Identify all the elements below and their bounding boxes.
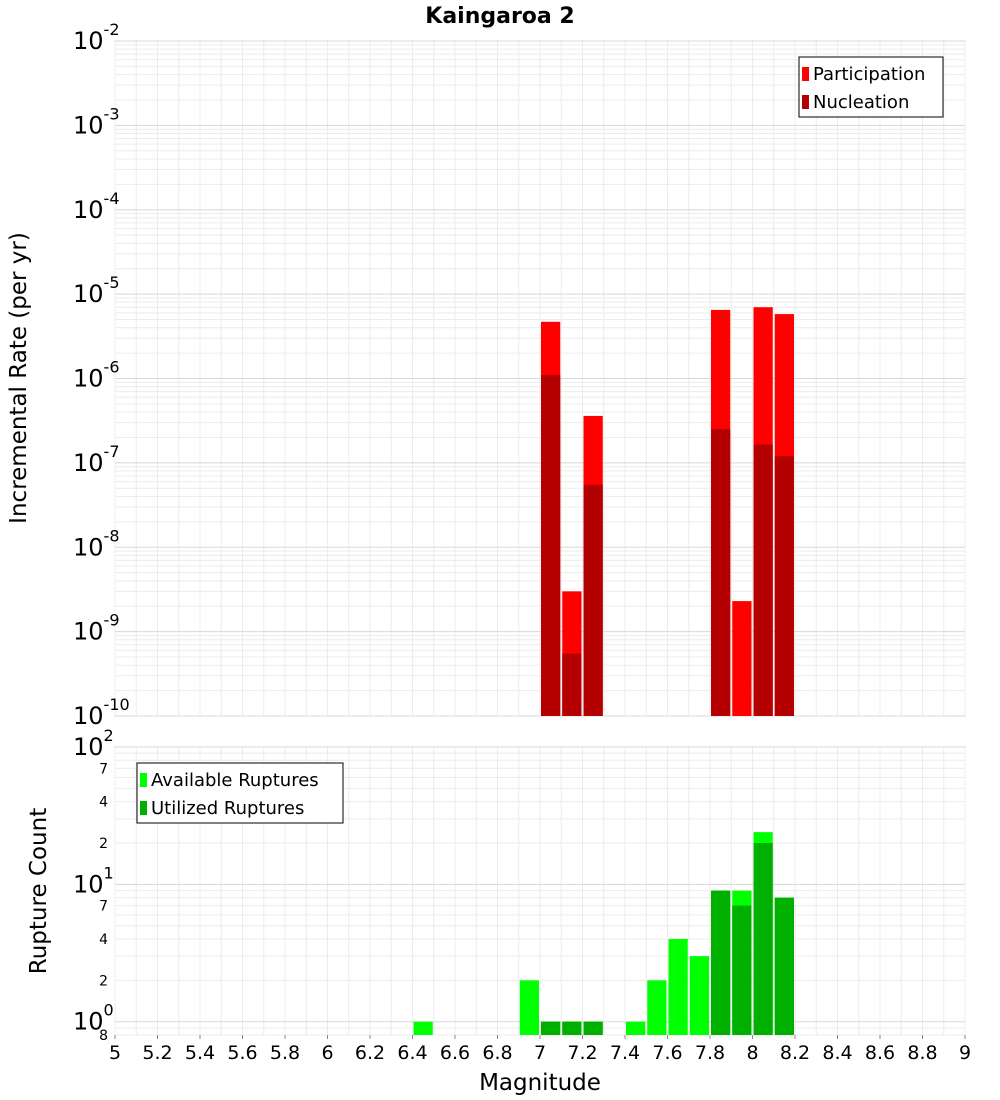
y-tick-label: 7 — [99, 899, 108, 915]
bottom-bars — [413, 832, 794, 1035]
y-tick-label: 10-3 — [73, 104, 120, 139]
legend-swatch — [802, 95, 809, 109]
top-bars — [541, 307, 794, 716]
bar-utilized-ruptures — [562, 1021, 582, 1035]
y-tick-label: 4 — [99, 932, 108, 948]
x-tick-label: 6.4 — [397, 1042, 427, 1064]
bar-utilized-ruptures — [774, 897, 794, 1035]
legend-label: Available Ruptures — [151, 770, 319, 791]
x-tick-label: 5.4 — [185, 1042, 215, 1064]
x-tick-label: 9 — [959, 1042, 971, 1064]
x-tick-label: 7 — [534, 1042, 546, 1064]
x-tick-labels: 5 5.2 5.4 5.6 5.8 6 6.2 6.4 6.6 6.8 7 7.2 7.4 7.6 7.8 8… — [109, 1035, 971, 1064]
bottom-y-axis-label: Rupture Count — [26, 808, 52, 974]
bar-available-ruptures — [626, 1021, 646, 1035]
y-tick-label: 4 — [99, 795, 108, 811]
y-tick-label: 10-4 — [73, 189, 120, 224]
y-tick-label: 100 — [73, 1001, 114, 1036]
y-tick-label: 8 — [99, 1028, 108, 1044]
legend-swatch — [140, 801, 147, 815]
bar-utilized-ruptures — [583, 1021, 603, 1035]
x-tick-label: 5.8 — [270, 1042, 300, 1064]
x-tick-label: 5 — [109, 1042, 121, 1064]
top-gridlines — [114, 40, 966, 717]
top-y-axis-label: Incremental Rate (per yr) — [6, 232, 32, 524]
x-tick-label: 8.2 — [780, 1042, 810, 1064]
top-legend: Participation Nucleation — [798, 56, 944, 118]
x-tick-label: 7.2 — [567, 1042, 597, 1064]
y-tick-label: 10-9 — [73, 611, 120, 646]
bar-nucleation — [583, 484, 603, 716]
bar-available-ruptures — [519, 980, 539, 1035]
x-tick-label: 8.4 — [822, 1042, 852, 1064]
x-tick-label: 7.8 — [695, 1042, 725, 1064]
x-tick-label: 7.6 — [652, 1042, 682, 1064]
x-tick-label: 6.8 — [482, 1042, 512, 1064]
bar-available-ruptures — [647, 980, 667, 1035]
bar-available-ruptures — [689, 956, 709, 1035]
x-tick-label: 7.4 — [610, 1042, 640, 1064]
x-tick-label: 5.2 — [142, 1042, 172, 1064]
bar-participation — [732, 601, 752, 716]
y-tick-label: 2 — [99, 836, 108, 852]
legend-box — [136, 762, 344, 824]
x-axis-label: Magnitude — [479, 1070, 601, 1096]
top-y-tick-labels: 10-10 10-9 10-8 10-7 10-6 10-5 10-4 10-3 10-2 — [73, 20, 130, 730]
bar-available-ruptures — [413, 1021, 433, 1035]
y-tick-label: 10-10 — [73, 695, 130, 730]
y-tick-label: 2 — [99, 973, 108, 989]
bar-nucleation — [541, 375, 561, 716]
bar-utilized-ruptures — [711, 890, 731, 1035]
bottom-legend: Available Ruptures Utilized Ruptures — [136, 762, 344, 824]
legend-swatch — [802, 67, 809, 81]
bar-nucleation — [753, 444, 773, 716]
legend-label: Participation — [813, 64, 925, 85]
chart-title: Kaingaroa 2 — [425, 4, 574, 29]
bar-utilized-ruptures — [541, 1021, 561, 1035]
y-tick-label: 7 — [99, 761, 108, 777]
y-tick-label: 10-5 — [73, 273, 120, 308]
bar-nucleation — [562, 653, 582, 716]
x-tick-label: 8.6 — [865, 1042, 895, 1064]
legend-label: Nucleation — [813, 92, 909, 113]
legend-label: Utilized Ruptures — [151, 798, 304, 819]
x-tick-label: 6 — [321, 1042, 333, 1064]
y-tick-label: 10-7 — [73, 442, 120, 477]
bar-utilized-ruptures — [732, 905, 752, 1035]
y-tick-label: 101 — [73, 863, 114, 898]
legend-swatch — [140, 773, 147, 787]
y-tick-label: 102 — [73, 726, 114, 761]
y-tick-label: 10-6 — [73, 358, 120, 393]
x-tick-label: 5.6 — [227, 1042, 257, 1064]
x-tick-label: 8 — [746, 1042, 758, 1064]
x-tick-label: 6.6 — [440, 1042, 470, 1064]
y-tick-label: 10-2 — [73, 20, 120, 55]
y-tick-label: 10-8 — [73, 526, 120, 561]
bar-available-ruptures — [668, 939, 688, 1035]
bar-nucleation — [711, 429, 731, 716]
bar-nucleation — [774, 456, 794, 716]
x-tick-label: 8.8 — [907, 1042, 937, 1064]
x-tick-label: 6.2 — [355, 1042, 385, 1064]
legend-box — [798, 56, 944, 118]
bar-utilized-ruptures — [753, 843, 773, 1035]
